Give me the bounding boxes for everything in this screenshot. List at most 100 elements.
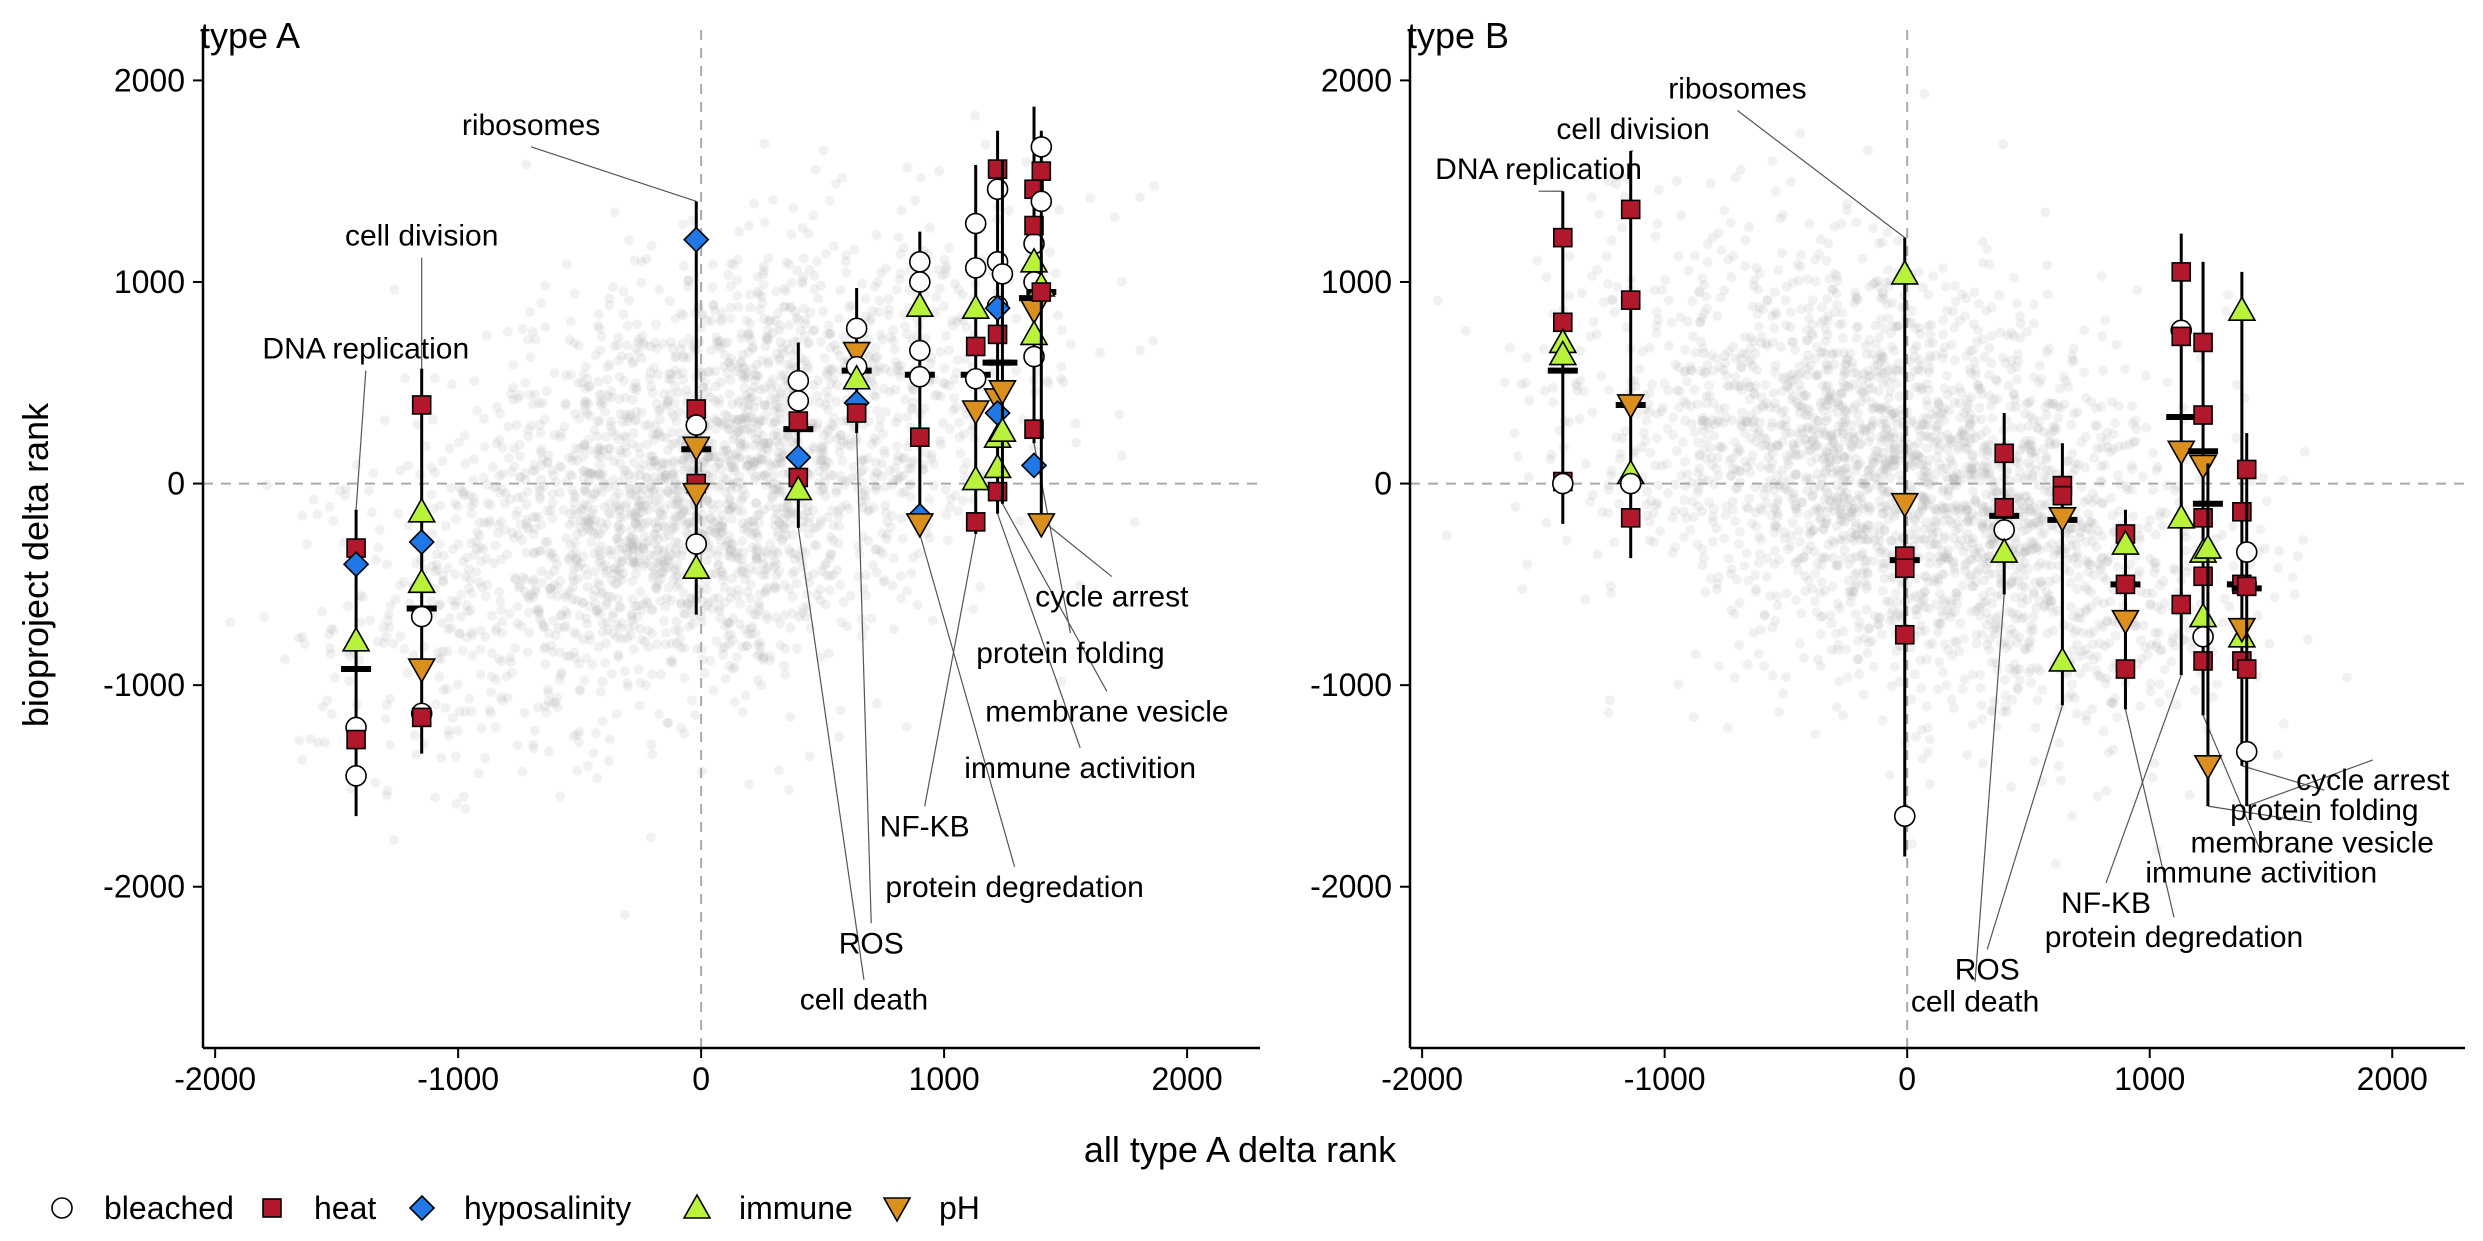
background-point xyxy=(1768,388,1778,398)
background-point xyxy=(1744,222,1754,232)
background-point xyxy=(826,470,836,480)
background-point xyxy=(1617,223,1627,233)
background-point xyxy=(1812,503,1822,513)
background-point xyxy=(1695,463,1705,473)
data-point-bleached xyxy=(966,214,986,234)
background-point xyxy=(602,362,612,372)
background-point xyxy=(837,416,847,426)
background-point xyxy=(581,362,591,372)
background-point xyxy=(1815,588,1825,598)
background-point xyxy=(317,607,327,617)
leader-line xyxy=(531,147,696,202)
background-point xyxy=(742,587,752,597)
background-point xyxy=(1802,336,1812,346)
background-point xyxy=(1148,336,1158,346)
background-point xyxy=(431,699,441,709)
background-point xyxy=(591,350,601,360)
background-point xyxy=(793,315,803,325)
background-point xyxy=(1676,210,1686,220)
background-point xyxy=(2086,587,2096,597)
background-point xyxy=(949,375,959,385)
background-point xyxy=(2086,397,2096,407)
background-point xyxy=(605,734,615,744)
background-point xyxy=(540,537,550,547)
background-point xyxy=(1694,484,1704,494)
background-point xyxy=(1950,355,1960,365)
background-point xyxy=(752,546,762,556)
background-point xyxy=(453,680,463,690)
background-point xyxy=(803,601,813,611)
background-point xyxy=(1840,545,1850,555)
background-point xyxy=(1651,461,1661,471)
background-point xyxy=(2274,546,2284,556)
background-point xyxy=(530,390,540,400)
background-point xyxy=(451,752,461,762)
background-point xyxy=(916,173,926,183)
pathway-label: DNA replication xyxy=(262,333,469,366)
background-point xyxy=(1982,640,1992,650)
background-point xyxy=(511,511,521,521)
background-point xyxy=(1659,379,1669,389)
background-point xyxy=(846,300,856,310)
background-point xyxy=(1998,139,2008,149)
background-point xyxy=(1788,488,1798,498)
background-point xyxy=(2026,411,2036,421)
background-point xyxy=(536,298,546,308)
background-point xyxy=(763,445,773,455)
background-point xyxy=(835,351,845,361)
background-point xyxy=(1838,710,1848,720)
background-point xyxy=(872,406,882,416)
background-point xyxy=(835,441,845,451)
background-point xyxy=(939,255,949,265)
background-point xyxy=(595,416,605,426)
background-point xyxy=(788,203,798,213)
background-point xyxy=(1767,422,1777,432)
background-point xyxy=(834,732,844,742)
background-point xyxy=(841,250,851,260)
background-point xyxy=(2033,695,2043,705)
background-point xyxy=(674,579,684,589)
background-point xyxy=(684,464,694,474)
background-point xyxy=(486,708,496,718)
background-point xyxy=(2093,791,2103,801)
background-point xyxy=(600,658,610,668)
background-point xyxy=(1938,667,1948,677)
background-point xyxy=(450,570,460,580)
background-point xyxy=(2138,472,2148,482)
background-point xyxy=(538,454,548,464)
background-point xyxy=(613,652,623,662)
background-point xyxy=(2072,639,2082,649)
background-point xyxy=(1752,365,1762,375)
background-point xyxy=(491,675,501,685)
background-point xyxy=(2208,692,2218,702)
background-point xyxy=(441,703,451,713)
background-point xyxy=(1608,295,1618,305)
background-point xyxy=(438,570,448,580)
background-point xyxy=(522,499,532,509)
background-point xyxy=(472,544,482,554)
background-point xyxy=(686,522,696,532)
background-point xyxy=(375,525,385,535)
data-point-bleached xyxy=(910,252,930,272)
background-point xyxy=(2121,481,2131,491)
background-point xyxy=(788,592,798,602)
background-point xyxy=(649,485,659,495)
background-point xyxy=(827,419,837,429)
background-point xyxy=(587,468,597,478)
background-point xyxy=(892,285,902,295)
background-point xyxy=(595,580,605,590)
background-point xyxy=(446,483,456,493)
background-point xyxy=(2059,399,2069,409)
background-point xyxy=(2034,545,2044,555)
background-point xyxy=(1953,445,1963,455)
background-point xyxy=(1798,392,1808,402)
background-point xyxy=(1854,669,1864,679)
background-point xyxy=(2160,665,2170,675)
background-point xyxy=(1433,296,1443,306)
background-point xyxy=(618,309,628,319)
background-point xyxy=(513,601,523,611)
background-point xyxy=(2127,461,2137,471)
background-point xyxy=(592,432,602,442)
data-point-heat xyxy=(967,337,985,355)
background-point xyxy=(698,595,708,605)
